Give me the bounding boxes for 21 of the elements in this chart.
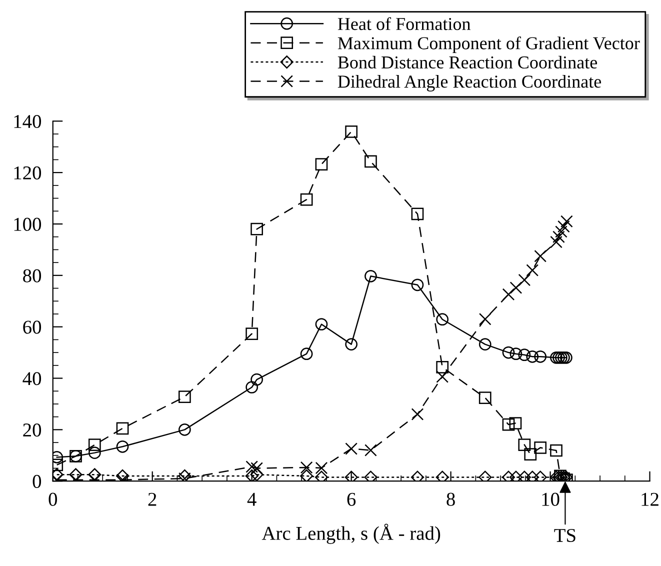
x-tick-label: 0 [48, 492, 57, 506]
y-tick-label: 60 [23, 320, 42, 334]
legend-label: Maximum Component of Gradient Vector [338, 36, 640, 54]
legend-label: Bond Distance Reaction Coordinate [338, 56, 598, 69]
y-tick-label: 40 [22, 372, 42, 386]
y-tick-label: 80 [23, 269, 42, 282]
y-tick-label: 100 [14, 218, 42, 231]
legend-label: Heat of Formation [338, 17, 470, 30]
x-tick-label: 2 [148, 492, 156, 506]
x-tick-label: 6 [347, 492, 356, 506]
y-tick-label: 20 [23, 423, 42, 437]
x-axis-title: Arc Length, s (Å - rad) [262, 524, 440, 544]
annotation: TS [554, 528, 576, 542]
legend-label: Dihedral Angle Reaction Coordinate [338, 75, 602, 92]
y-tick-label: 120 [14, 166, 42, 180]
x-tick-label: 8 [446, 492, 455, 506]
y-tick-label: 0 [32, 474, 42, 488]
x-tick-label: 4 [247, 492, 256, 506]
x-tick-label: 12 [642, 492, 658, 506]
y-tick-label: 140 [14, 114, 42, 128]
x-tick-label: 10 [542, 492, 560, 506]
